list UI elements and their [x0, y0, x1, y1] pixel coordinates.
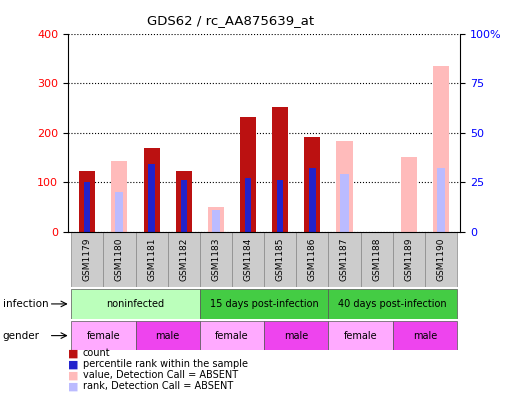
- Bar: [71, 232, 104, 287]
- Bar: [149, 164, 155, 232]
- Text: male: male: [155, 331, 180, 341]
- Text: male: male: [284, 331, 309, 341]
- Text: GSM1179: GSM1179: [83, 238, 92, 281]
- Text: count: count: [83, 348, 110, 358]
- Bar: [272, 107, 288, 232]
- Bar: [401, 157, 417, 232]
- Bar: [336, 141, 353, 232]
- Bar: [71, 289, 200, 319]
- Text: GSM1187: GSM1187: [340, 238, 349, 281]
- Bar: [240, 117, 256, 232]
- Bar: [104, 232, 135, 287]
- Text: ■: ■: [68, 370, 78, 381]
- Text: female: female: [215, 331, 249, 341]
- Bar: [264, 321, 328, 350]
- Bar: [71, 321, 135, 350]
- Text: 40 days post-infection: 40 days post-infection: [338, 299, 447, 309]
- Text: GSM1184: GSM1184: [244, 238, 253, 281]
- Bar: [212, 210, 220, 232]
- Text: GSM1190: GSM1190: [437, 238, 446, 281]
- Bar: [176, 171, 192, 232]
- Bar: [328, 232, 360, 287]
- Text: GSM1181: GSM1181: [147, 238, 156, 281]
- Bar: [296, 232, 328, 287]
- Bar: [328, 289, 457, 319]
- Bar: [328, 321, 393, 350]
- Bar: [393, 321, 457, 350]
- Text: rank, Detection Call = ABSENT: rank, Detection Call = ABSENT: [83, 381, 233, 392]
- Bar: [200, 289, 328, 319]
- Text: GSM1180: GSM1180: [115, 238, 124, 281]
- Bar: [277, 180, 283, 232]
- Text: male: male: [413, 331, 437, 341]
- Text: GSM1183: GSM1183: [211, 238, 220, 281]
- Bar: [433, 66, 449, 232]
- Bar: [340, 174, 348, 232]
- Bar: [180, 180, 187, 232]
- Text: percentile rank within the sample: percentile rank within the sample: [83, 359, 247, 369]
- Text: GSM1182: GSM1182: [179, 238, 188, 281]
- Bar: [200, 321, 264, 350]
- Text: GSM1185: GSM1185: [276, 238, 285, 281]
- Bar: [264, 232, 296, 287]
- Text: female: female: [86, 331, 120, 341]
- Bar: [135, 232, 168, 287]
- Bar: [111, 161, 128, 232]
- Text: female: female: [344, 331, 378, 341]
- Text: value, Detection Call = ABSENT: value, Detection Call = ABSENT: [83, 370, 238, 381]
- Text: GSM1186: GSM1186: [308, 238, 317, 281]
- Bar: [143, 147, 160, 232]
- Text: 15 days post-infection: 15 days post-infection: [210, 299, 319, 309]
- Text: GSM1188: GSM1188: [372, 238, 381, 281]
- Bar: [309, 168, 315, 232]
- Bar: [304, 137, 321, 232]
- Bar: [360, 232, 393, 287]
- Text: GSM1189: GSM1189: [404, 238, 413, 281]
- Bar: [245, 178, 251, 232]
- Bar: [232, 232, 264, 287]
- Text: noninfected: noninfected: [107, 299, 165, 309]
- Bar: [116, 192, 123, 232]
- Bar: [393, 232, 425, 287]
- Text: ■: ■: [68, 381, 78, 392]
- Bar: [425, 232, 457, 287]
- Bar: [208, 207, 224, 232]
- Text: ■: ■: [68, 348, 78, 358]
- Text: gender: gender: [3, 331, 40, 341]
- Bar: [168, 232, 200, 287]
- Text: GDS62 / rc_AA875639_at: GDS62 / rc_AA875639_at: [146, 14, 314, 27]
- Bar: [437, 168, 445, 232]
- Text: ■: ■: [68, 359, 78, 369]
- Text: infection: infection: [3, 299, 48, 309]
- Bar: [135, 321, 200, 350]
- Bar: [84, 182, 90, 232]
- Bar: [200, 232, 232, 287]
- Bar: [79, 171, 95, 232]
